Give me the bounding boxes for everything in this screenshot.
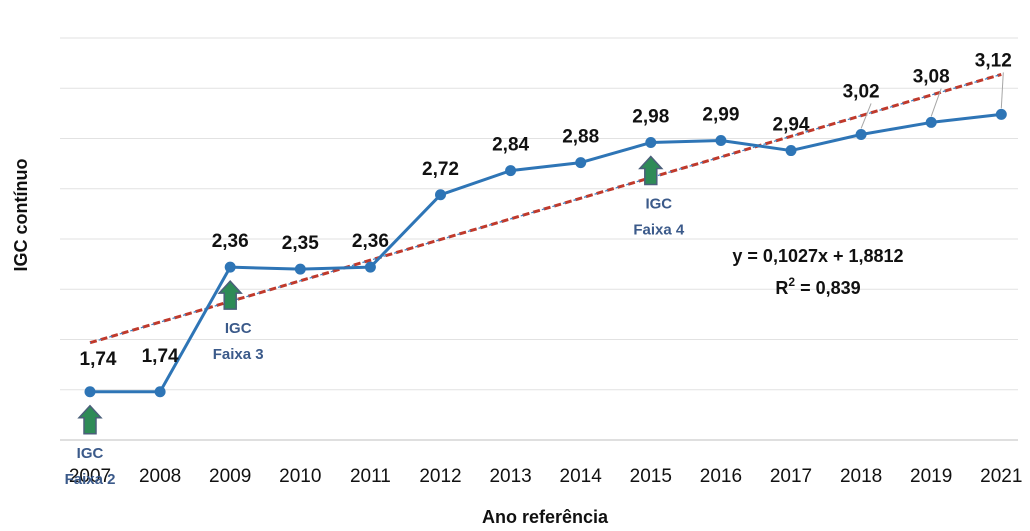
data-label: 2,88 [562,127,599,148]
data-label: 2,94 [773,115,810,136]
x-tick-label: 2007 [69,466,111,487]
data-point [364,261,376,273]
r-squared-prefix: R [775,278,788,298]
data-label: 3,12 [975,50,1012,71]
annotation-text: IGC [225,320,252,337]
x-tick-label: 2014 [560,466,603,487]
series-line [90,112,1002,394]
data-label: 2,36 [352,231,389,252]
data-point [435,189,446,201]
annotation-text: Faixa 2 [65,471,116,488]
faixa-annotation: IGC Faixa 3 [213,280,264,363]
label-leader-line [1000,72,1004,109]
r-squared-label: R2 = 0,839 [775,275,860,298]
data-point [715,135,727,147]
r-squared-superscript: 2 [788,275,795,289]
data-label: 3,08 [913,66,950,87]
data-label: 1,74 [142,346,179,367]
annotations-group: IGC Faixa 2 IGC Faixa 3 IGC Faixa 4 [65,155,685,488]
faixa-annotation: IGC Faixa 4 [633,155,685,239]
data-point [925,116,937,128]
x-tick-label: 2018 [840,466,882,487]
label-leader-line [860,103,872,129]
series-group [84,108,1007,398]
data-label: 2,36 [212,231,249,252]
label-leader-line [930,88,942,117]
x-tick-label: 2008 [139,466,181,487]
x-tick-label: 2017 [770,466,812,487]
x-tick-label: 2012 [419,466,461,487]
data-point [645,137,657,149]
x-tick-label: 2011 [350,466,391,487]
x-tick-label: 2010 [279,466,321,487]
data-point [294,263,306,275]
annotation-text: Faixa 3 [213,346,264,363]
data-point [84,386,96,398]
data-label: 2,98 [632,107,669,128]
annotation-text: IGC [645,196,672,213]
r-squared-value: = 0,839 [795,278,861,298]
x-tick-label: 2021 [980,466,1022,487]
trendline-overlay [89,73,1002,344]
data-point [154,386,166,398]
data-label: 2,72 [422,159,459,180]
data-point [785,145,797,157]
annotation-text: Faixa 4 [633,222,685,239]
data-point [575,157,587,169]
annotation-text: IGC [77,445,104,462]
data-label: 2,35 [282,233,319,254]
x-tick-label: 2016 [700,466,742,487]
data-labels-group: 1,74 1,74 2,36 2,35 2,36 2,72 2,84 2,88 2,98 2,99… [80,50,1012,369]
trendline-equation: y = 0,1027x + 1,8812 [732,246,903,266]
data-point [224,261,236,273]
data-label: 1,74 [80,349,117,370]
x-axis-title: Ano referência [482,507,609,527]
x-tick-label: 2019 [910,466,952,487]
faixa-annotation: IGC Faixa 2 [65,404,116,488]
x-tick-label: 2009 [209,466,251,487]
trendline [89,72,1002,345]
data-point [505,165,517,177]
gridlines [60,37,1018,441]
trendline-group [89,72,1002,345]
x-tick-label: 2015 [630,466,672,487]
data-point [855,128,867,140]
data-label: 2,99 [702,105,739,126]
up-arrow-icon [217,280,243,310]
x-tick-label: 2013 [489,466,531,487]
data-point [995,108,1007,120]
x-axis-tick-labels: 2007 2008 2009 2010 2011 2012 2013 2014 2015 2016… [69,466,1023,487]
up-arrow-icon [77,404,103,435]
y-axis-title: IGC contínuo [11,159,31,272]
data-label: 3,02 [843,81,880,102]
up-arrow-icon [638,155,664,186]
data-label: 2,84 [492,135,529,156]
